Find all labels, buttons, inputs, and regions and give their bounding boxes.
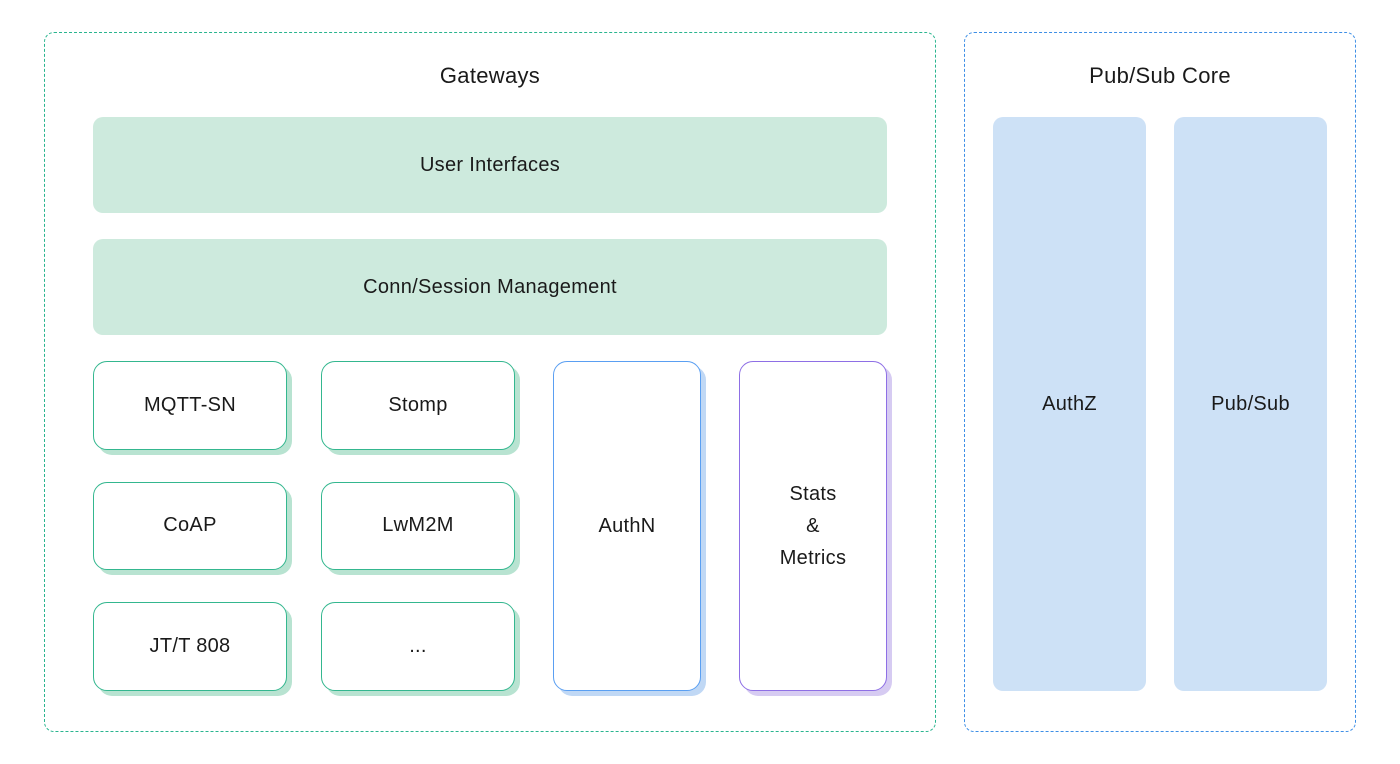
gateways-panel: Gateways User Interfaces Conn/Session Ma… bbox=[44, 32, 936, 732]
protocol-lwm2m: LwM2M bbox=[321, 482, 515, 571]
protocol-jtt808: JT/T 808 bbox=[93, 602, 287, 691]
protocol-stomp: Stomp bbox=[321, 361, 515, 450]
user-interfaces-block: User Interfaces bbox=[93, 117, 887, 213]
diagram-root: Gateways User Interfaces Conn/Session Ma… bbox=[0, 0, 1400, 764]
authn-box: AuthN bbox=[553, 361, 701, 691]
pubsub-core-panel: Pub/Sub Core AuthZ Pub/Sub bbox=[964, 32, 1356, 732]
conn-session-block: Conn/Session Management bbox=[93, 239, 887, 335]
gateways-lower-row: MQTT-SN Stomp CoAP LwM2M JT/T 808 ... Au… bbox=[93, 361, 887, 691]
pubsub-core-row: AuthZ Pub/Sub bbox=[993, 117, 1327, 691]
protocol-more: ... bbox=[321, 602, 515, 691]
pubsub-box: Pub/Sub bbox=[1174, 117, 1327, 691]
pubsub-core-title: Pub/Sub Core bbox=[1089, 63, 1231, 89]
gateways-title: Gateways bbox=[440, 63, 540, 89]
protocol-grid: MQTT-SN Stomp CoAP LwM2M JT/T 808 ... bbox=[93, 361, 515, 691]
protocol-coap: CoAP bbox=[93, 482, 287, 571]
protocol-mqtt-sn: MQTT-SN bbox=[93, 361, 287, 450]
stats-metrics-label: Stats&Metrics bbox=[780, 478, 847, 574]
stats-metrics-box: Stats&Metrics bbox=[739, 361, 887, 691]
authz-box: AuthZ bbox=[993, 117, 1146, 691]
